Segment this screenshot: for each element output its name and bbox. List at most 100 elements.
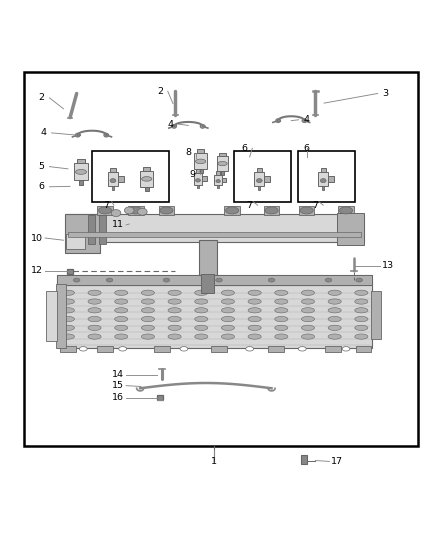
Ellipse shape <box>141 299 155 304</box>
Ellipse shape <box>300 207 313 214</box>
Ellipse shape <box>218 161 227 166</box>
Ellipse shape <box>301 317 314 322</box>
Ellipse shape <box>216 180 220 183</box>
Ellipse shape <box>88 308 101 313</box>
Text: 2: 2 <box>157 87 163 96</box>
Ellipse shape <box>248 325 261 330</box>
Ellipse shape <box>110 179 116 183</box>
Bar <box>265 176 270 182</box>
Ellipse shape <box>195 317 208 322</box>
Text: 9: 9 <box>190 170 196 179</box>
Text: 8: 8 <box>185 148 191 157</box>
Bar <box>298 151 355 201</box>
Ellipse shape <box>325 278 332 282</box>
Ellipse shape <box>275 290 288 295</box>
Ellipse shape <box>275 299 288 304</box>
Ellipse shape <box>168 334 181 339</box>
Ellipse shape <box>248 308 261 313</box>
Ellipse shape <box>328 299 341 304</box>
Ellipse shape <box>61 299 74 304</box>
Ellipse shape <box>129 207 142 214</box>
Ellipse shape <box>301 299 314 304</box>
Ellipse shape <box>275 334 288 339</box>
Ellipse shape <box>141 290 155 295</box>
Ellipse shape <box>163 278 170 282</box>
Ellipse shape <box>328 290 341 295</box>
Ellipse shape <box>328 308 341 313</box>
Ellipse shape <box>328 317 341 322</box>
Ellipse shape <box>160 207 173 214</box>
Ellipse shape <box>221 325 234 330</box>
Bar <box>337 213 364 246</box>
Bar <box>264 206 279 215</box>
Ellipse shape <box>195 159 206 164</box>
Ellipse shape <box>61 325 74 330</box>
Bar <box>201 274 214 293</box>
Ellipse shape <box>248 290 261 295</box>
Text: 6: 6 <box>241 144 247 153</box>
Ellipse shape <box>195 334 208 339</box>
Bar <box>197 149 204 154</box>
Bar <box>159 206 174 215</box>
Text: 13: 13 <box>381 261 394 270</box>
Bar <box>154 346 170 352</box>
Ellipse shape <box>275 317 288 322</box>
Ellipse shape <box>195 325 208 330</box>
Bar <box>268 346 284 352</box>
Bar <box>211 346 227 352</box>
Bar <box>99 215 106 244</box>
Ellipse shape <box>248 317 261 322</box>
Text: 2: 2 <box>39 93 45 102</box>
Ellipse shape <box>141 176 152 181</box>
Bar <box>88 215 95 244</box>
Ellipse shape <box>115 317 128 322</box>
Bar <box>46 290 57 341</box>
Text: 4: 4 <box>41 128 47 138</box>
Ellipse shape <box>301 334 314 339</box>
Ellipse shape <box>356 278 362 282</box>
Bar <box>143 167 150 171</box>
Ellipse shape <box>141 334 155 339</box>
Bar <box>216 171 220 174</box>
Text: 6: 6 <box>304 144 310 153</box>
Bar <box>57 275 372 285</box>
Ellipse shape <box>99 207 112 214</box>
Bar <box>371 290 381 339</box>
Bar <box>219 152 226 156</box>
Bar <box>68 232 361 237</box>
Text: 1: 1 <box>211 457 217 466</box>
Ellipse shape <box>355 325 368 330</box>
Bar <box>67 269 73 273</box>
Ellipse shape <box>320 179 326 183</box>
Bar <box>78 159 85 163</box>
Bar <box>202 176 207 181</box>
Bar <box>194 173 202 184</box>
Text: 7: 7 <box>247 201 253 209</box>
Text: 7: 7 <box>103 201 109 209</box>
Ellipse shape <box>115 325 128 330</box>
Bar <box>299 206 314 215</box>
Ellipse shape <box>301 325 314 330</box>
Text: 12: 12 <box>31 266 43 276</box>
Ellipse shape <box>115 299 128 304</box>
Ellipse shape <box>88 317 101 322</box>
Bar <box>157 395 163 400</box>
Bar <box>318 172 328 185</box>
Bar <box>217 156 228 171</box>
Ellipse shape <box>221 334 234 339</box>
Ellipse shape <box>355 334 368 339</box>
Ellipse shape <box>115 308 128 313</box>
Bar <box>199 240 217 275</box>
Ellipse shape <box>195 299 208 304</box>
Bar <box>118 176 124 182</box>
Bar <box>196 169 200 173</box>
Bar <box>221 171 224 175</box>
Ellipse shape <box>88 325 101 330</box>
Text: 11: 11 <box>112 220 124 229</box>
Bar <box>328 176 334 182</box>
Ellipse shape <box>88 290 101 295</box>
Ellipse shape <box>195 179 200 182</box>
Bar <box>254 172 265 185</box>
Ellipse shape <box>215 278 222 282</box>
Ellipse shape <box>124 207 134 214</box>
